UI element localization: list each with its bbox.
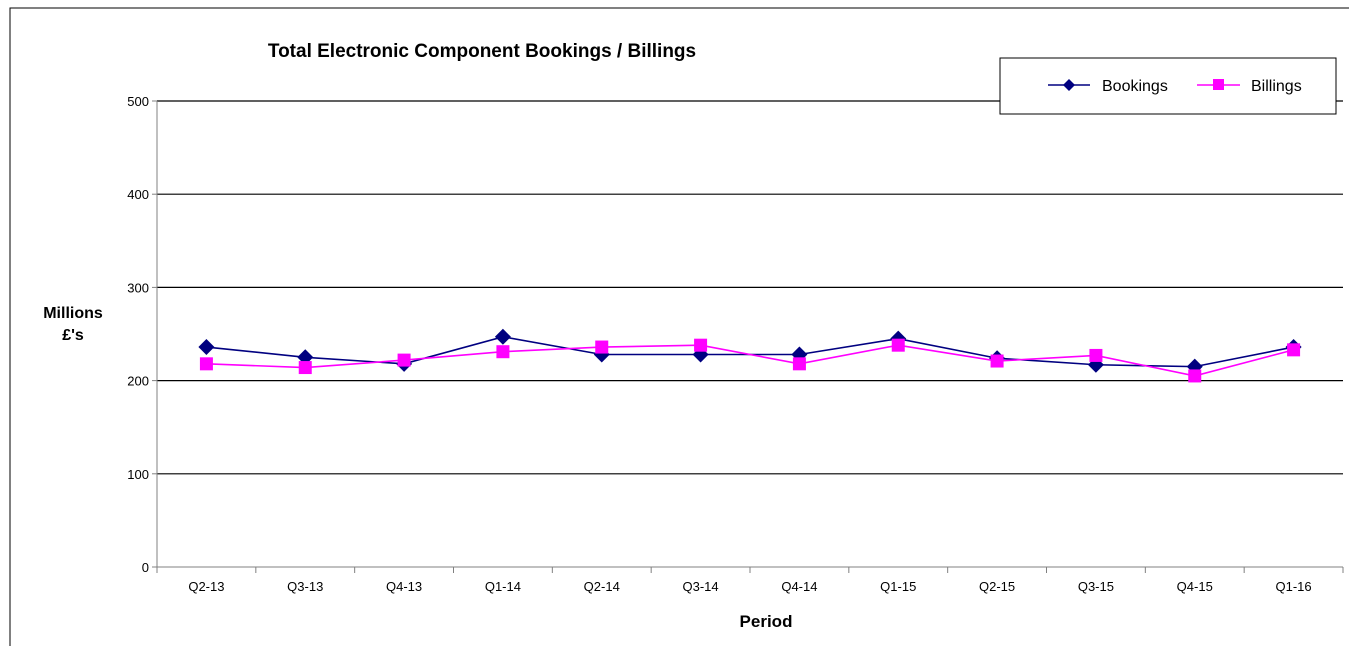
- series-line-billings: [206, 344, 1294, 377]
- x-tick-label: Q3-15: [1078, 579, 1114, 594]
- x-tick-label: Q4-13: [386, 579, 422, 594]
- data-point-billings: [891, 338, 905, 352]
- y-tick-label: 400: [127, 187, 149, 202]
- x-tick-label: Q2-13: [188, 579, 224, 594]
- legend-box: [999, 57, 1337, 115]
- legend-item-billings: Billings: [1197, 78, 1302, 95]
- data-point-billings: [1089, 348, 1103, 362]
- axes: [152, 100, 1344, 573]
- data-point-billings: [496, 345, 510, 359]
- y-tick-label: 300: [127, 280, 149, 295]
- x-tick-label: Q1-16: [1276, 579, 1312, 594]
- x-tick-label: Q3-14: [683, 579, 719, 594]
- legend-billings-label: Billings: [1251, 78, 1302, 95]
- x-tick-label: Q2-14: [584, 579, 620, 594]
- data-point-bookings: [494, 328, 511, 345]
- data-point-billings: [595, 340, 609, 354]
- x-tick-label: Q2-15: [979, 579, 1015, 594]
- y-axis-label-line2: £'s: [62, 327, 84, 344]
- series: [198, 328, 1302, 383]
- gridlines: [157, 100, 1343, 475]
- data-point-billings: [1188, 369, 1202, 383]
- legend-bookings-label: Bookings: [1102, 78, 1168, 95]
- data-point-billings: [1287, 343, 1301, 357]
- data-point-billings: [792, 357, 806, 371]
- data-point-billings: [397, 353, 411, 367]
- legend-item-bookings: Bookings: [1048, 78, 1168, 95]
- y-tick-labels: 0 100 200 300 400 500: [127, 94, 149, 575]
- y-tick-label: 200: [127, 374, 149, 389]
- series-bookings: [198, 328, 1302, 375]
- y-tick-label: 100: [127, 467, 149, 482]
- data-point-billings: [990, 354, 1004, 368]
- x-axis-label: Period: [740, 612, 793, 631]
- data-point-bookings: [198, 339, 215, 356]
- x-tick-label: Q4-14: [781, 579, 817, 594]
- legend: Bookings Billings: [999, 57, 1337, 115]
- chart-border: [9, 7, 1349, 646]
- x-tick-label: Q3-13: [287, 579, 323, 594]
- y-tick-label: 500: [127, 94, 149, 109]
- y-tick-label: 0: [142, 560, 149, 575]
- data-point-billings: [199, 357, 213, 371]
- chart-title: Total Electronic Component Bookings / Bi…: [268, 41, 696, 62]
- x-tick-label: Q1-15: [880, 579, 916, 594]
- y-axis-label-line1: Millions: [43, 305, 103, 322]
- data-point-billings: [298, 361, 312, 375]
- legend-bookings-diamond-icon: [1063, 79, 1075, 91]
- legend-billings-square-icon: [1213, 79, 1224, 90]
- x-tick-label: Q1-14: [485, 579, 521, 594]
- x-tick-label: Q4-15: [1177, 579, 1213, 594]
- series-billings: [199, 338, 1301, 383]
- data-point-billings: [694, 338, 708, 352]
- x-tick-labels: Q2-13 Q3-13 Q4-13 Q1-14 Q2-14 Q3-14 Q4-14 Q1-15…: [188, 579, 1311, 594]
